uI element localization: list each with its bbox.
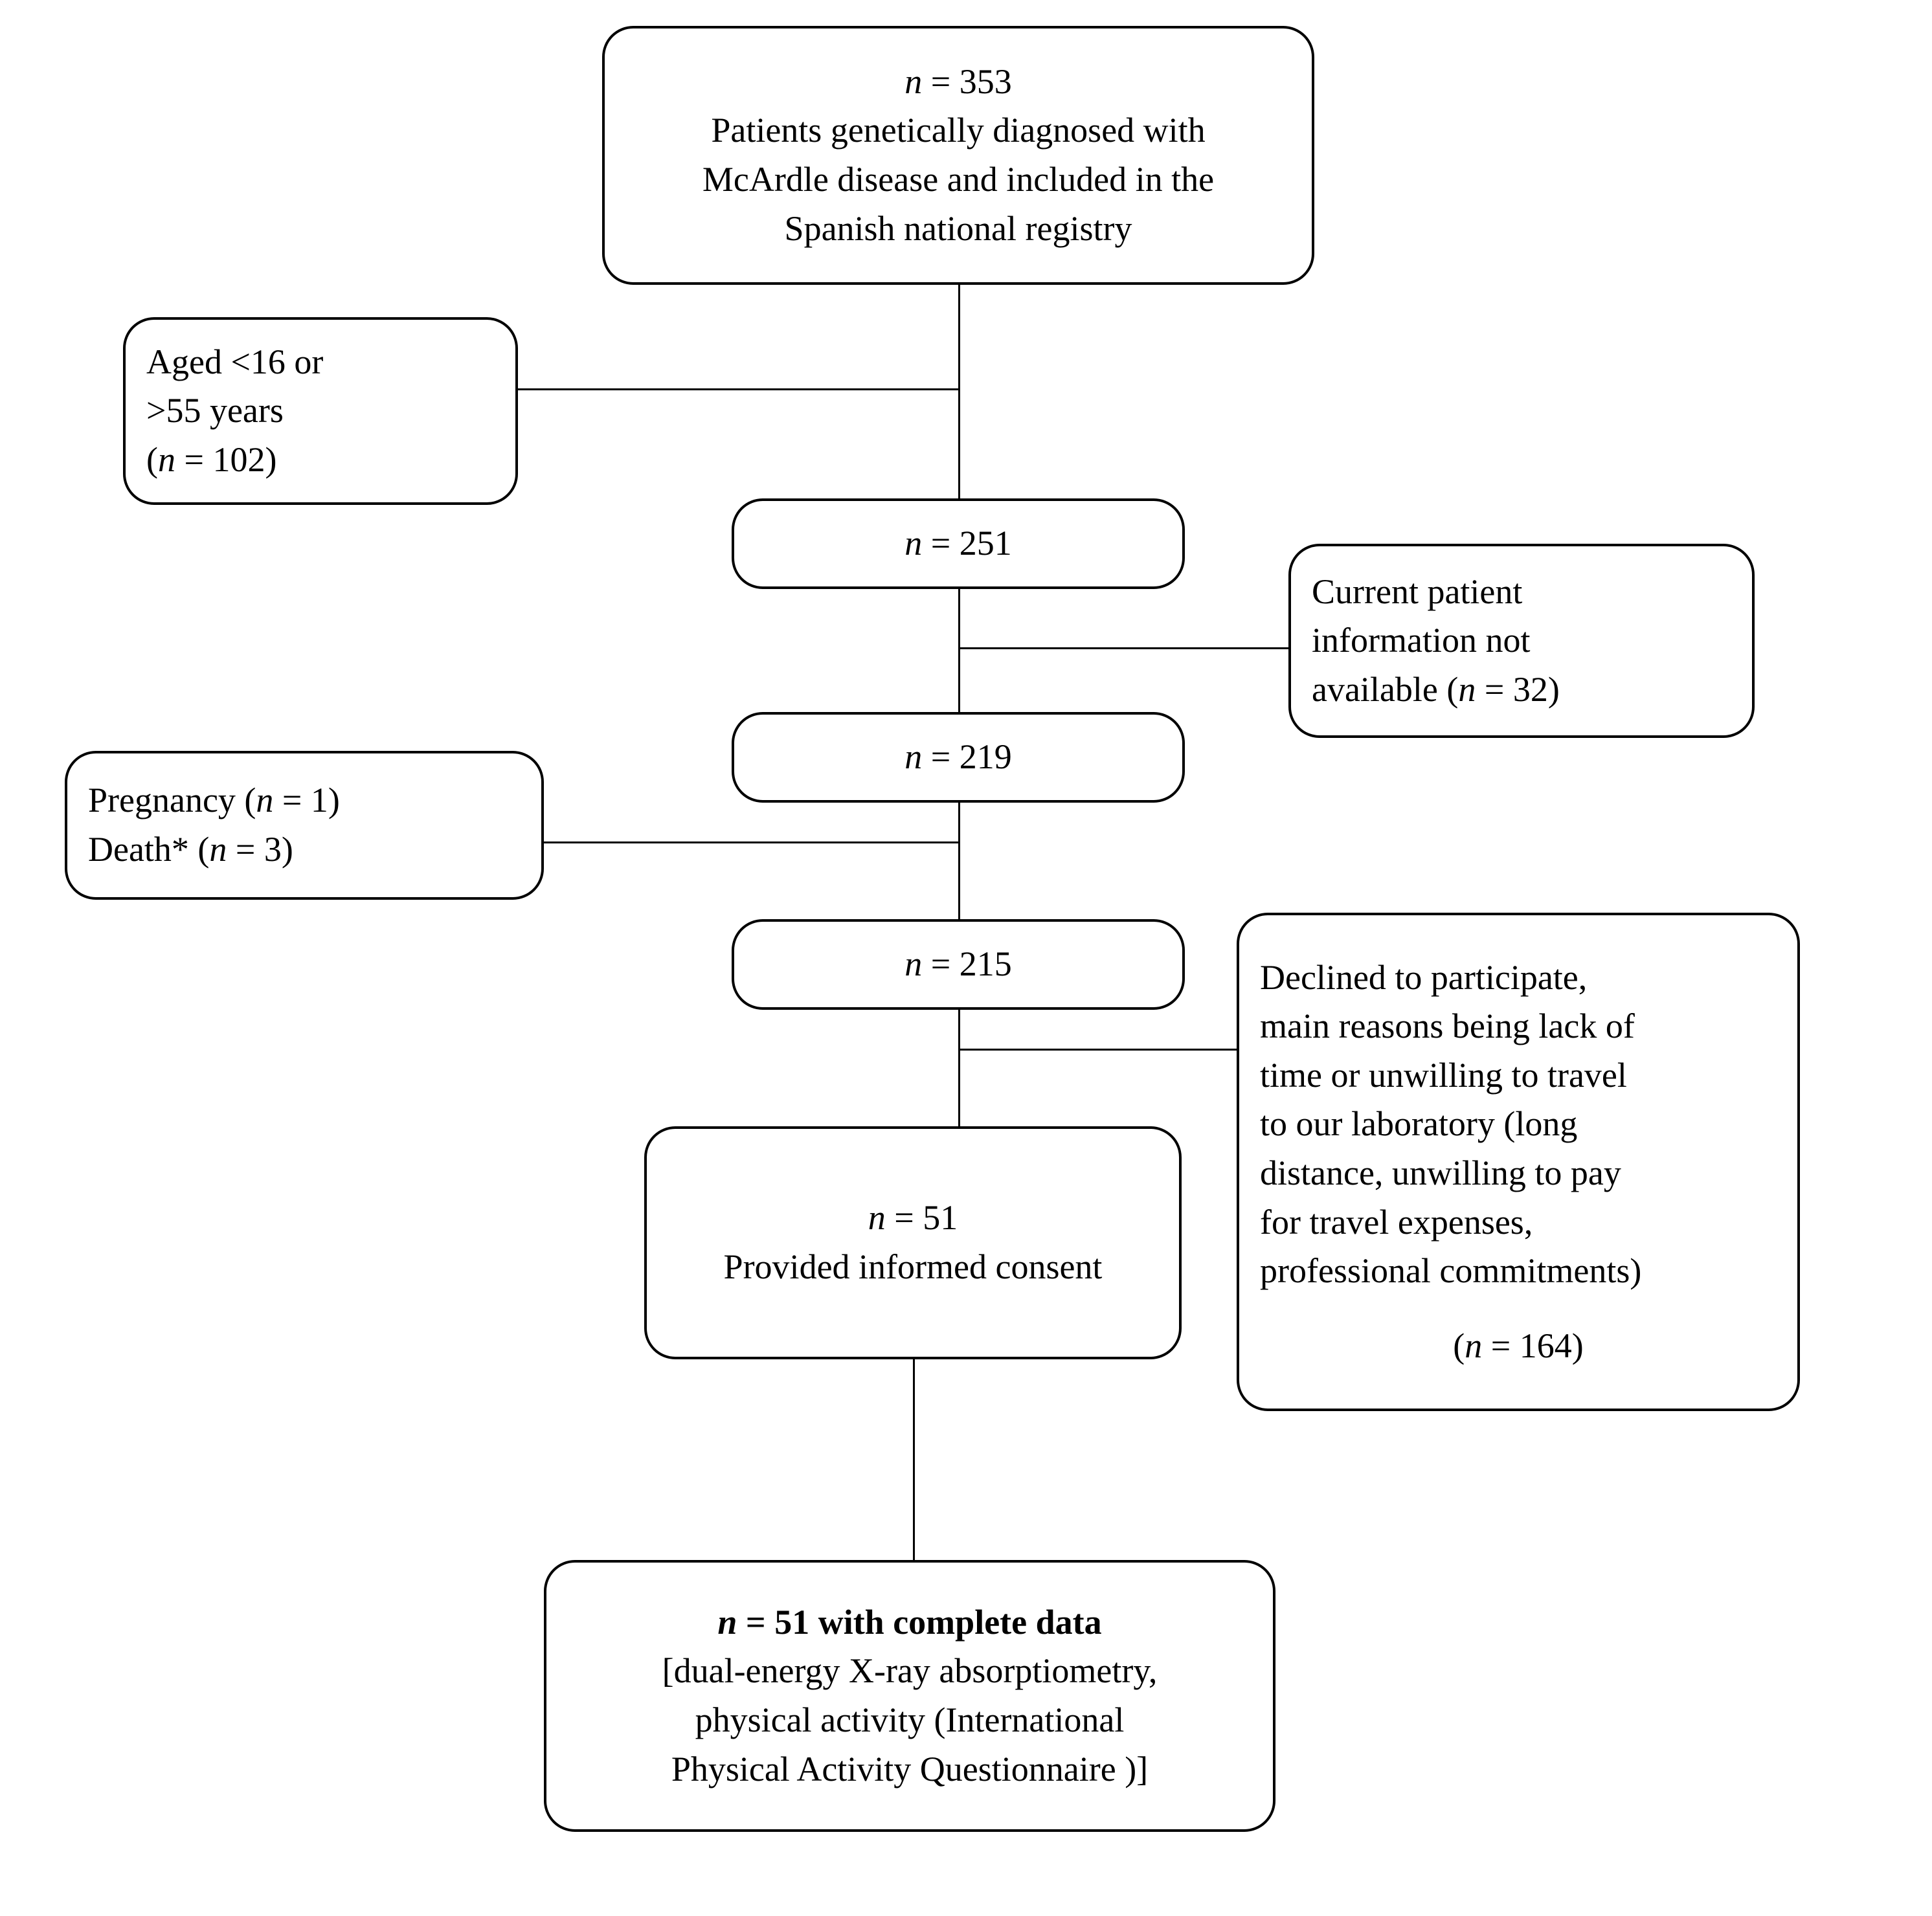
- connector-line: [544, 841, 958, 843]
- node-text-line: for travel expenses,: [1260, 1198, 1533, 1247]
- node-text-line: Declined to participate,: [1260, 953, 1587, 1003]
- node-text-line: professional commitments): [1260, 1247, 1641, 1296]
- flow-node-n219: n = 219: [732, 712, 1185, 803]
- node-text-line: information not: [1312, 616, 1530, 665]
- node-text-line: Current patient: [1312, 568, 1522, 617]
- node-text-line: McArdle disease and included in the: [702, 155, 1214, 205]
- node-text-line: Provided informed consent: [724, 1243, 1103, 1292]
- node-n-label: n = 353: [904, 58, 1011, 107]
- node-n-label: available (n = 32): [1312, 665, 1560, 715]
- node-text-line: to our laboratory (long: [1260, 1100, 1577, 1149]
- connector-line: [958, 285, 960, 498]
- flow-node-excl_preg: Pregnancy (n = 1)Death* (n = 3): [65, 751, 544, 900]
- flow-node-n51: n = 51Provided informed consent: [644, 1126, 1182, 1359]
- connector-line: [958, 647, 1288, 649]
- flow-node-excl_decline: Declined to participate,main reasons bei…: [1237, 913, 1800, 1411]
- node-text-line: Aged <16 or: [146, 338, 323, 387]
- flow-node-final: n = 51 with complete data[dual-energy X-…: [544, 1560, 1275, 1832]
- node-text-line: Patients genetically diagnosed with: [711, 106, 1205, 155]
- flow-node-n251: n = 251: [732, 498, 1185, 589]
- node-n-label: n = 219: [904, 733, 1011, 782]
- node-text-line: [dual-energy X-ray absorptiometry,: [662, 1647, 1158, 1696]
- connector-line: [958, 803, 960, 919]
- connector-line: [958, 1049, 1237, 1051]
- connector-line: [958, 1010, 960, 1126]
- connector-line: [518, 388, 958, 390]
- node-text-line: Spanish national registry: [785, 205, 1132, 254]
- node-n-label: n = 51 with complete data: [717, 1598, 1101, 1647]
- node-n-label: n = 215: [904, 940, 1011, 989]
- flow-node-excl_info: Current patientinformation notavailable …: [1288, 544, 1755, 738]
- node-text-line: time or unwilling to travel: [1260, 1051, 1627, 1100]
- flow-node-start: n = 353Patients genetically diagnosed wi…: [602, 26, 1314, 285]
- node-text-line: Physical Activity Questionnaire )]: [671, 1745, 1148, 1794]
- connector-line: [913, 1359, 915, 1560]
- flow-node-n215: n = 215: [732, 919, 1185, 1010]
- node-text-line: main reasons being lack of: [1260, 1002, 1635, 1051]
- node-n-label: n = 51: [868, 1194, 958, 1243]
- node-text-line: >55 years: [146, 386, 284, 436]
- flow-node-excl_age: Aged <16 or>55 years(n = 102): [123, 317, 518, 505]
- node-text-line: Pregnancy (n = 1): [88, 776, 340, 825]
- node-n-label: (n = 102): [146, 436, 276, 485]
- node-text-line: physical activity (International: [695, 1696, 1125, 1745]
- node-n-label: n = 251: [904, 519, 1011, 568]
- node-text-line: Death* (n = 3): [88, 825, 293, 874]
- node-n-label: (n = 164): [1453, 1322, 1583, 1371]
- flowchart-canvas: n = 353Patients genetically diagnosed wi…: [26, 26, 1904, 1890]
- node-text-line: distance, unwilling to pay: [1260, 1149, 1621, 1198]
- connector-line: [958, 589, 960, 712]
